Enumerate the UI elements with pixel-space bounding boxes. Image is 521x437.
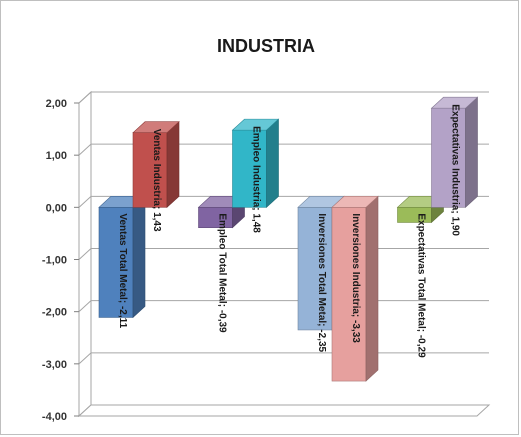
data-label: Empleo Industria; 1,48	[251, 126, 262, 233]
bar-side	[266, 118, 279, 209]
floor	[77, 404, 491, 417]
y-axis: 2,00 1,00 0,00 -1,00 -2,00 -3,00 -4,00	[42, 98, 79, 423]
bar-side	[166, 121, 180, 209]
bar-side	[465, 96, 478, 209]
y-tick-label: -4,00	[42, 411, 67, 423]
y-tick-label: 2,00	[46, 98, 67, 110]
y-tick-label: -2,00	[42, 307, 67, 319]
gridline	[78, 143, 489, 156]
y-tick-label: 1,00	[46, 150, 67, 162]
chart-title: INDUSTRIA	[217, 36, 315, 56]
bar-top	[331, 196, 379, 208]
data-label: Inversiones Total Metal; -2,35	[316, 213, 327, 352]
data-label: Inversiones Industria; -3,33	[350, 213, 361, 343]
y-tick-label: -1,00	[42, 255, 67, 267]
bar-side	[365, 195, 379, 382]
bar-top	[430, 96, 479, 109]
data-label: Expectativas Total Metal; -0,29	[416, 213, 427, 358]
bar-top	[132, 121, 180, 134]
bar	[430, 96, 479, 209]
data-label: Ventas Total Metal; -2,11	[117, 213, 128, 328]
gridline	[78, 352, 489, 365]
bar	[132, 121, 180, 209]
gridline	[78, 91, 489, 104]
data-label: Ventas Industria; 1,43	[151, 129, 162, 232]
bar	[231, 118, 280, 209]
data-label: Empleo Total Metal; -0,39	[217, 213, 228, 333]
bar-side	[132, 195, 146, 319]
y-tick-label: -3,00	[42, 359, 67, 371]
y-tick-label: 0,00	[46, 202, 67, 214]
data-label: Expectativas Industria; 1,90	[450, 104, 461, 236]
bar	[331, 195, 379, 382]
data-labels: Ventas Total Metal; -2,11 Ventas Industri…	[117, 104, 461, 358]
bars	[98, 96, 479, 382]
bar-top	[231, 118, 280, 131]
